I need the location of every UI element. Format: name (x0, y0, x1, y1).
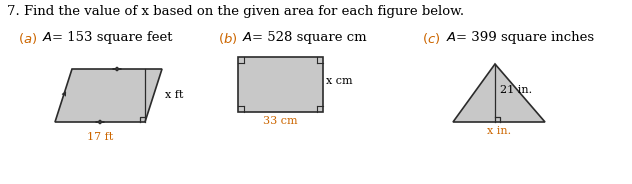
Polygon shape (453, 64, 545, 122)
Text: $(b)$: $(b)$ (218, 31, 238, 46)
Text: $A$: $A$ (242, 31, 253, 44)
Text: 7. Find the value of x based on the given area for each figure below.: 7. Find the value of x based on the give… (7, 5, 464, 18)
Text: 33 cm: 33 cm (263, 116, 298, 126)
Text: = 153 square feet: = 153 square feet (52, 31, 173, 44)
Text: = 399 square inches: = 399 square inches (456, 31, 594, 44)
Text: $A$: $A$ (446, 31, 457, 44)
Text: $A$: $A$ (42, 31, 53, 44)
Text: x in.: x in. (487, 126, 511, 136)
Text: = 528 square cm: = 528 square cm (252, 31, 367, 44)
Text: $(a)$: $(a)$ (18, 31, 37, 46)
Text: x ft: x ft (165, 91, 183, 100)
Polygon shape (55, 69, 162, 122)
Text: $(c)$: $(c)$ (422, 31, 441, 46)
Text: 17 ft: 17 ft (87, 132, 113, 142)
Text: 21 in.: 21 in. (500, 85, 532, 95)
Bar (238, 57, 323, 112)
Text: x cm: x cm (326, 75, 353, 86)
